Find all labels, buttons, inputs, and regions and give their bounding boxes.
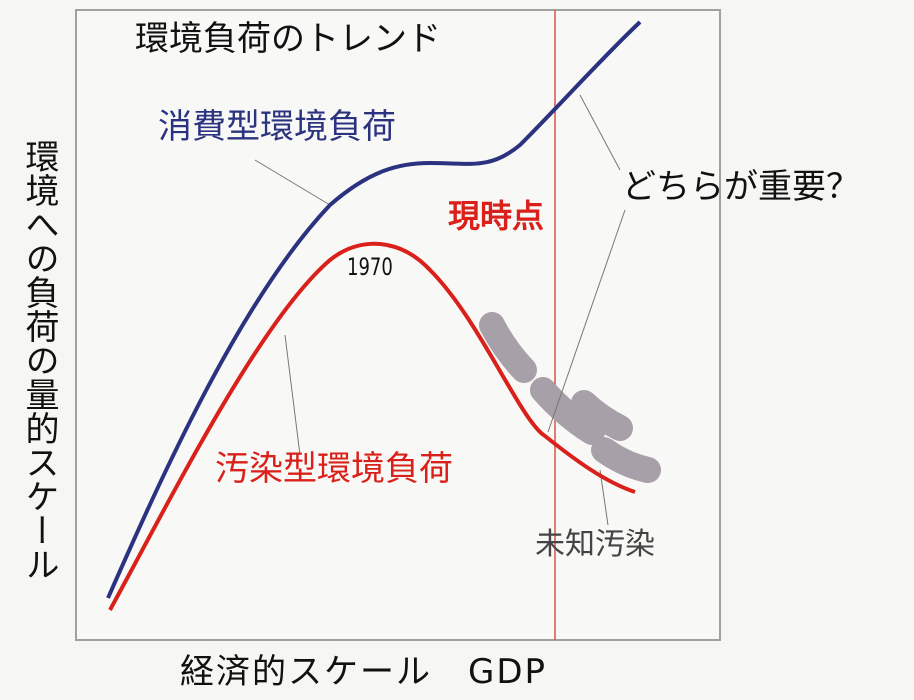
unknown-label: 未知汚染: [535, 527, 655, 562]
unknown-pollution-blobs: [479, 312, 661, 483]
present-label: 現時点: [448, 197, 545, 235]
title: 環境負荷のトレンド: [135, 19, 441, 59]
y-axis-label: 環境への負荷の量的スケール: [19, 139, 59, 581]
year-label: 1970: [347, 253, 393, 281]
consumption-label: 消費型環境負荷: [158, 107, 396, 147]
consumption-curve: [106, 20, 642, 599]
leader-lines: [254, 94, 626, 526]
pollution-curve: [108, 241, 636, 611]
x-axis-label: 経済的スケール GDP: [180, 652, 548, 692]
plot-frame: [75, 9, 721, 641]
pollution-label: 汚染型環境負荷: [215, 449, 453, 489]
question-label: どちらが重要？: [622, 167, 860, 207]
